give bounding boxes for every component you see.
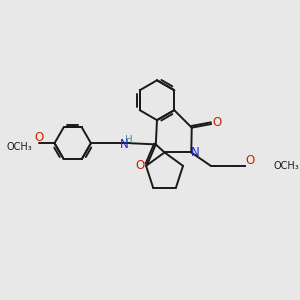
Text: O: O xyxy=(35,131,44,144)
Text: OCH₃: OCH₃ xyxy=(274,161,299,171)
Text: OCH₃: OCH₃ xyxy=(6,142,32,152)
Text: O: O xyxy=(245,154,255,167)
Text: H: H xyxy=(125,135,133,145)
Text: O: O xyxy=(136,159,145,172)
Text: N: N xyxy=(120,138,129,151)
Text: N: N xyxy=(190,146,199,159)
Text: O: O xyxy=(212,116,221,129)
